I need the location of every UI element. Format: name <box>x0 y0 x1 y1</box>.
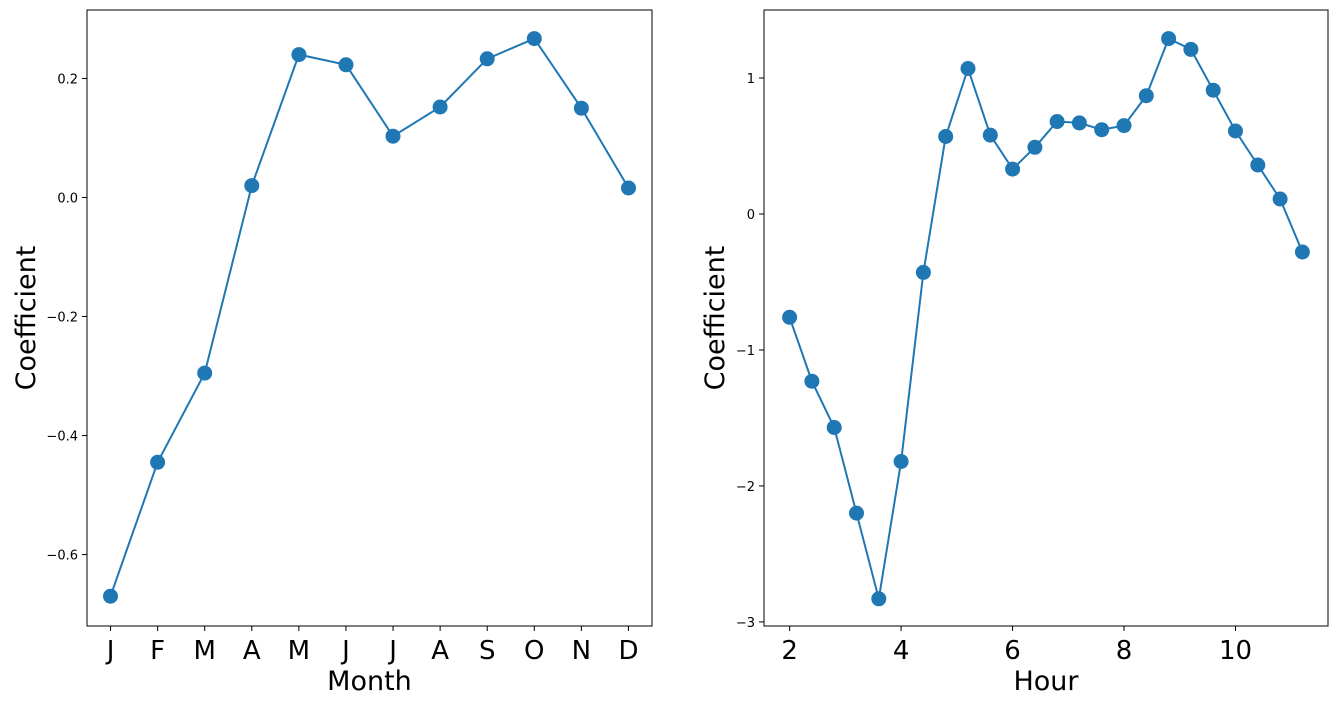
data-point <box>871 591 887 607</box>
series-line <box>109 37 630 597</box>
data-point <box>291 47 307 63</box>
x-tick-label: M <box>193 636 215 666</box>
data-point <box>982 127 998 143</box>
x-tick-label: 4 <box>893 636 910 666</box>
data-point <box>915 264 931 280</box>
y-tick-label: −0.2 <box>46 311 78 326</box>
data-point <box>849 505 864 521</box>
data-point <box>338 57 354 73</box>
data-point <box>150 454 166 470</box>
x-tick-label: J <box>340 636 350 666</box>
data-point <box>1094 122 1110 138</box>
data-point <box>1116 118 1132 134</box>
y-tick-label: 1 <box>747 72 755 87</box>
data-point <box>893 454 909 469</box>
x-tick-label: O <box>524 636 544 666</box>
data-point <box>938 129 954 144</box>
y-axis-label: Coefficient <box>11 246 42 391</box>
month-chart: J F M A M J J A S O N D−0.6−0.4−0.20.00.2MonthCoeff… <box>11 9 653 697</box>
x-tick-label: D <box>618 636 638 666</box>
data-point <box>1272 191 1288 207</box>
plot-frame <box>86 9 653 627</box>
data-point <box>804 373 820 389</box>
x-tick-label: 6 <box>1004 636 1021 666</box>
data-point <box>573 100 589 116</box>
data-point <box>479 51 495 67</box>
data-point <box>1205 82 1221 98</box>
y-axis-label: Coefficient <box>700 246 731 391</box>
hour-chart: 2 4 6 8 10 −3 −2 −1 0 1 Hour Coefficient <box>700 9 1329 697</box>
plot-frame <box>763 9 1329 627</box>
data-point <box>1027 139 1043 155</box>
series-line <box>788 37 1304 600</box>
y-tick-label: 0.2 <box>57 72 78 87</box>
data-point <box>960 61 976 76</box>
data-point <box>826 420 842 435</box>
y-tick-label: −3 <box>736 616 755 631</box>
y-tick-label: 0 <box>747 208 755 223</box>
data-point <box>1049 114 1065 129</box>
data-point <box>197 365 213 381</box>
data-point <box>1005 161 1021 177</box>
x-tick-label: 2 <box>781 636 798 666</box>
data-point <box>1138 88 1154 104</box>
x-tick-label: A <box>431 636 449 666</box>
y-tick-label: −0.4 <box>46 430 78 445</box>
data-point <box>1294 244 1310 260</box>
x-axis-label: Hour <box>1013 666 1079 697</box>
data-point <box>782 309 798 325</box>
data-point <box>526 31 542 47</box>
data-point <box>432 99 448 115</box>
data-point <box>1183 41 1199 57</box>
x-axis-label: Month <box>327 666 412 697</box>
x-tick-label: J <box>387 636 397 666</box>
data-point <box>1161 31 1177 47</box>
x-tick-label: 10 <box>1219 636 1252 666</box>
data-point <box>244 178 260 194</box>
data-point <box>1071 115 1087 131</box>
x-tick-label: 8 <box>1116 636 1133 666</box>
y-tick-label: 0.0 <box>57 191 78 206</box>
x-tick-label: F <box>150 636 165 666</box>
y-tick-label: −0.6 <box>46 549 78 564</box>
data-point <box>385 128 401 144</box>
x-tick-label: N <box>572 636 591 666</box>
data-point <box>1228 123 1243 139</box>
data-point <box>621 180 636 196</box>
data-point <box>103 588 118 604</box>
x-tick-label: S <box>479 636 496 666</box>
y-tick-label: −2 <box>736 480 755 495</box>
x-tick-label: J <box>105 636 115 666</box>
x-tick-label: A <box>243 636 261 666</box>
x-tick-label: M <box>288 636 310 666</box>
data-point <box>1250 157 1266 173</box>
y-tick-label: −1 <box>736 344 755 359</box>
